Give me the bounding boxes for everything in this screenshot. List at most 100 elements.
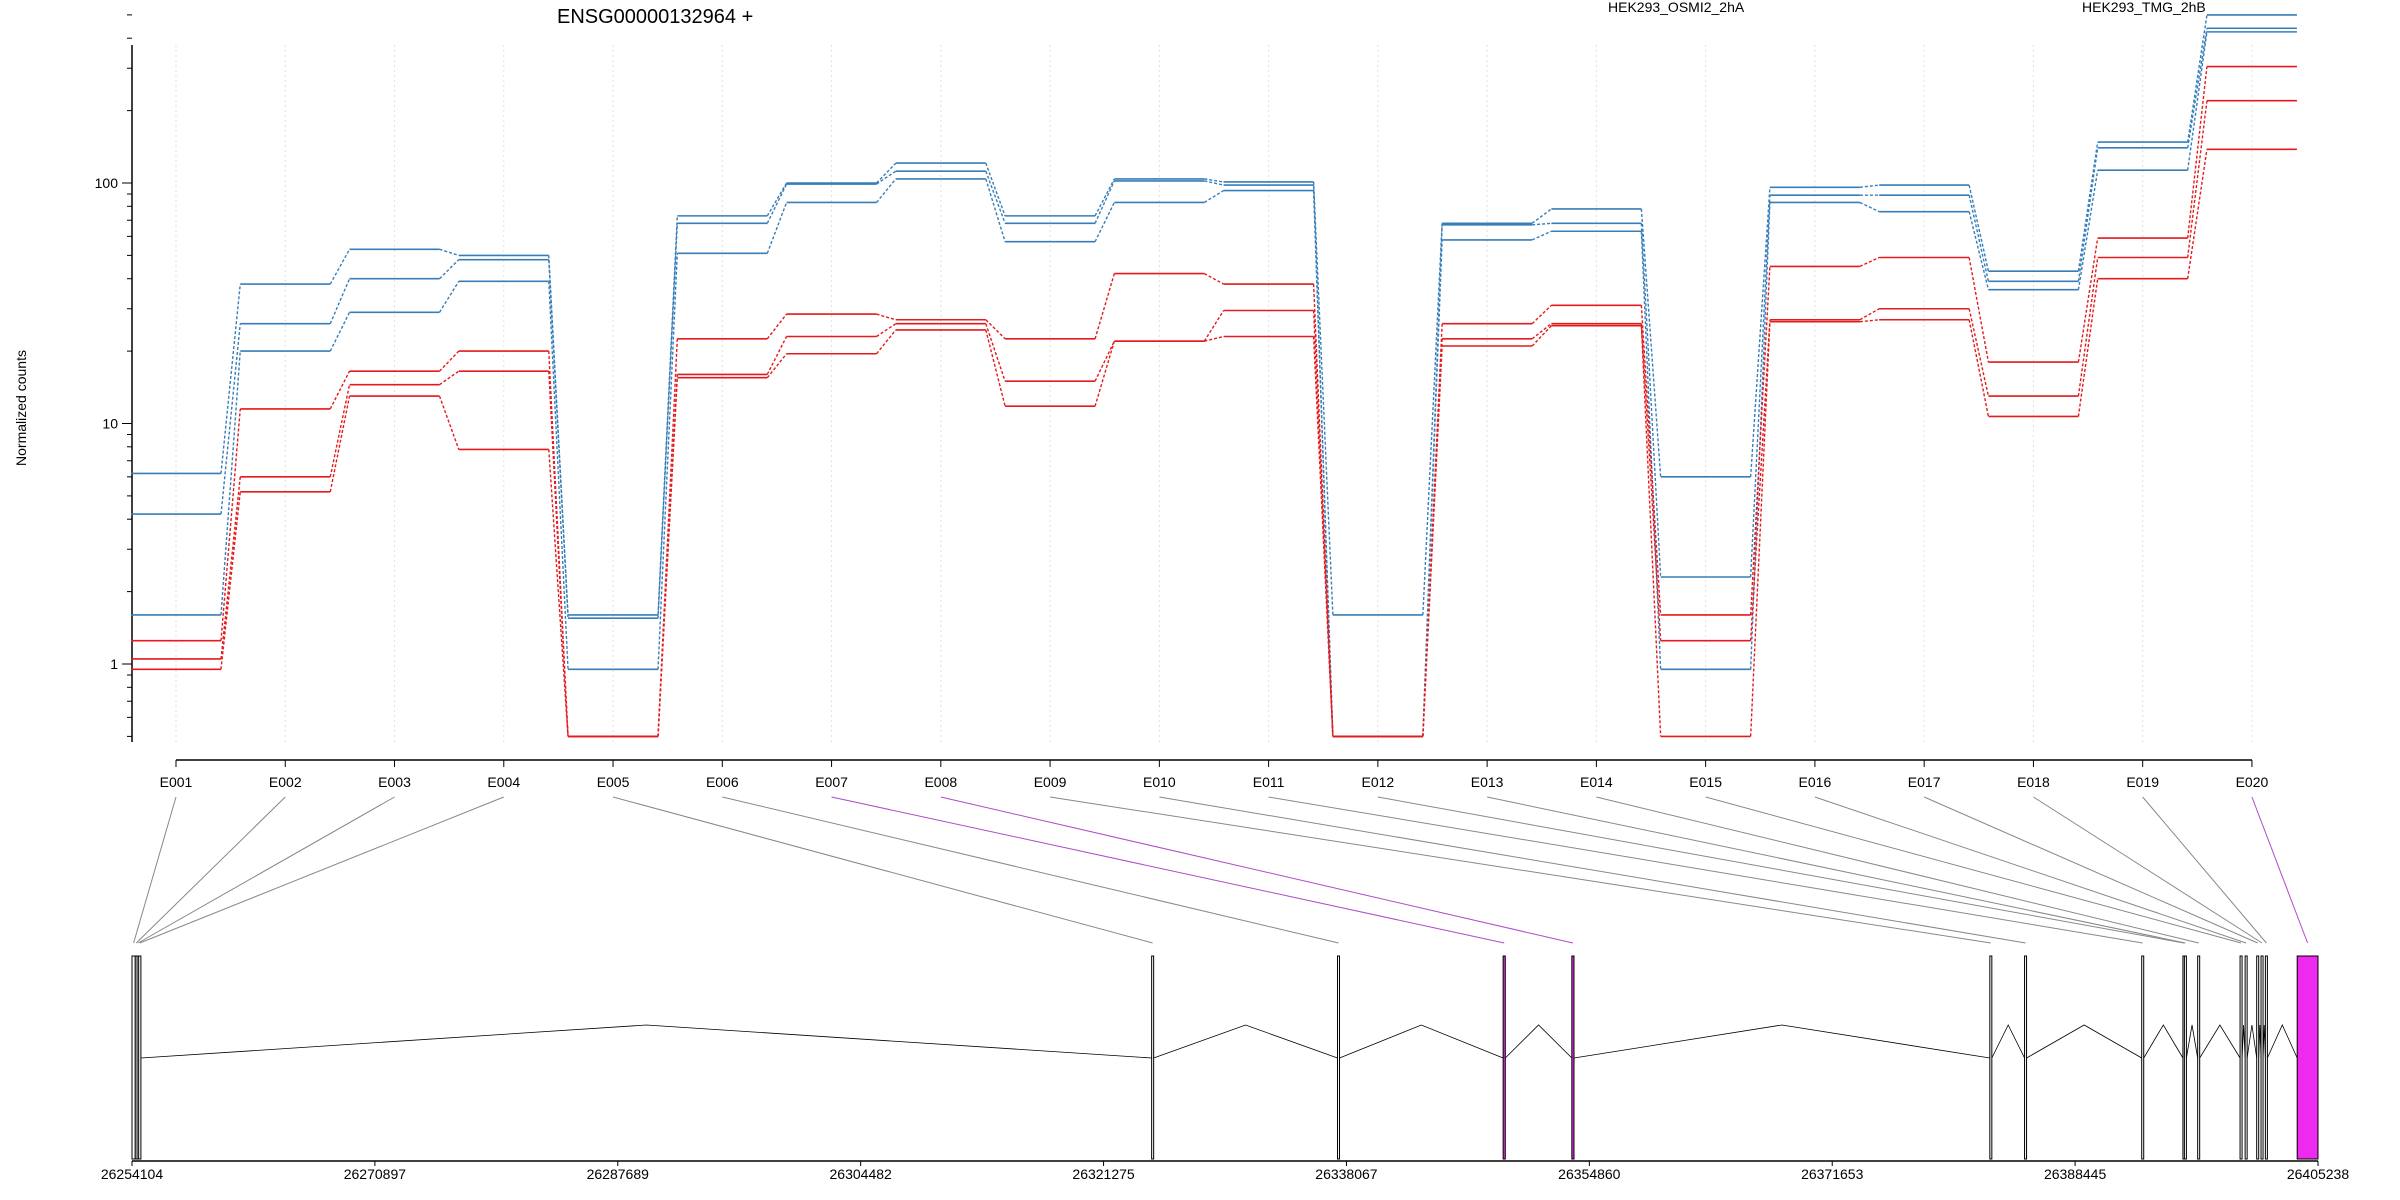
- series-transition: [1204, 335, 1224, 342]
- exon-E005: [1151, 955, 1155, 1160]
- x-tick-label-E002: E002: [269, 774, 302, 790]
- x-tick-label-E012: E012: [1362, 774, 1395, 790]
- series-transition: [329, 384, 351, 477]
- x-tick-label-E011: E011: [1253, 774, 1285, 790]
- x-tick-label-E016: E016: [1799, 774, 1832, 790]
- series-transition: [985, 178, 1006, 242]
- series-transition: [1859, 201, 1880, 213]
- x-axis: E001 E002 E003 E004 E005 E006 E007 E008 E009 E010…: [160, 759, 2268, 790]
- series-transition: [1094, 340, 1115, 382]
- exon-E014: [2197, 955, 2201, 1160]
- series-transition: [1532, 222, 1552, 226]
- genome-tick-label: 26270897: [344, 1166, 407, 1182]
- connector-E009: [1050, 796, 1991, 944]
- series-transition: [1094, 178, 1115, 217]
- intron: [1339, 1024, 1504, 1059]
- series-transition: [1204, 178, 1224, 183]
- series-transition: [657, 253, 678, 670]
- series-transition: [1312, 336, 1334, 737]
- chart-title: ENSG00000132964 +: [557, 6, 753, 28]
- connector-E015: [1705, 796, 2242, 944]
- series-transition: [2077, 278, 2099, 417]
- connector-E016: [1814, 796, 2247, 944]
- series-transition: [1422, 223, 1443, 615]
- series-transition: [1749, 195, 1771, 578]
- series-transition: [1094, 180, 1115, 224]
- series-transition: [1203, 189, 1224, 204]
- series-transition: [1640, 325, 1662, 737]
- intron: [1153, 1024, 1338, 1059]
- series-transition: [876, 178, 897, 203]
- series-lines: [131, 14, 2297, 738]
- series-transition: [1312, 181, 1334, 615]
- series-transition: [766, 336, 788, 375]
- intron: [1991, 1024, 2025, 1059]
- series-HEK293_TMG_2hB-1: [131, 27, 2297, 738]
- series-transition: [1203, 310, 1225, 342]
- series-transition: [2077, 147, 2099, 282]
- series-transition: [439, 259, 460, 280]
- series-transition: [1749, 321, 1771, 737]
- exon-E016: [2244, 955, 2248, 1160]
- series-transition: [1859, 256, 1880, 268]
- genome-tick-label: 26388445: [2044, 1166, 2107, 1182]
- series-transition: [766, 353, 788, 379]
- x-tick-label-E001: E001: [160, 774, 193, 790]
- genome-tick-label: 26405238: [2287, 1166, 2350, 1182]
- connector-E010: [1159, 796, 2026, 944]
- connector-E014: [1596, 796, 2199, 944]
- series-transition: [766, 183, 788, 224]
- connector-E012: [1377, 796, 2185, 944]
- connector-E011: [1268, 796, 2143, 944]
- x-tick-label-E018: E018: [2017, 774, 2050, 790]
- series-transition: [985, 323, 1006, 382]
- genome-tick-label: 26254104: [101, 1166, 164, 1182]
- x-tick-label-E015: E015: [1689, 774, 1722, 790]
- series-transition: [439, 248, 459, 257]
- series-transition: [1640, 223, 1662, 578]
- series-transition: [657, 338, 678, 737]
- legend-osmi2: HEK293_OSMI2_2hA: [1608, 0, 1745, 15]
- connector-E008: [940, 796, 1574, 944]
- series-transition: [439, 370, 460, 386]
- connector-E004: [139, 796, 504, 944]
- exon-E013: [2183, 955, 2187, 1160]
- connector-E002: [135, 796, 286, 944]
- connector-E005: [612, 796, 1153, 944]
- genome-tick-label: 26371653: [1801, 1166, 1864, 1182]
- exon-connectors: [133, 796, 2309, 944]
- exon-E001: [131, 955, 136, 1160]
- series-transition: [220, 476, 241, 659]
- series-transition: [657, 223, 678, 619]
- y-axis: 1 10 100: [95, 14, 133, 742]
- series-transition: [1640, 305, 1662, 615]
- series-transition: [985, 162, 1006, 217]
- series-transition: [438, 280, 460, 313]
- series-transition: [548, 449, 569, 737]
- x-tick-label-E003: E003: [378, 774, 411, 790]
- series-transition: [985, 170, 1006, 224]
- connector-E006: [722, 796, 1339, 944]
- genome-tick-label: 26338067: [1315, 1166, 1378, 1182]
- x-tick-label-E014: E014: [1580, 774, 1613, 790]
- exon-E008: [1571, 955, 1575, 1160]
- series-transition: [1531, 304, 1552, 325]
- series-transition: [220, 283, 241, 474]
- series-transition: [1859, 184, 1880, 188]
- intron: [2143, 1024, 2184, 1059]
- series-transition: [1859, 319, 1880, 323]
- x-tick-label-E004: E004: [487, 774, 520, 790]
- series-transition: [1968, 257, 1990, 363]
- intron: [140, 1024, 1152, 1059]
- series-transition: [1859, 308, 1880, 321]
- series-transition: [548, 371, 569, 737]
- connector-E003: [137, 796, 395, 944]
- connector-E017: [1923, 796, 2258, 944]
- series-transition: [1968, 195, 1990, 282]
- y-tick-label: 1: [110, 656, 118, 672]
- series-transition: [1968, 211, 1990, 290]
- series-transition: [2186, 149, 2208, 279]
- series-transition: [2186, 14, 2208, 143]
- series-transition: [1422, 239, 1443, 737]
